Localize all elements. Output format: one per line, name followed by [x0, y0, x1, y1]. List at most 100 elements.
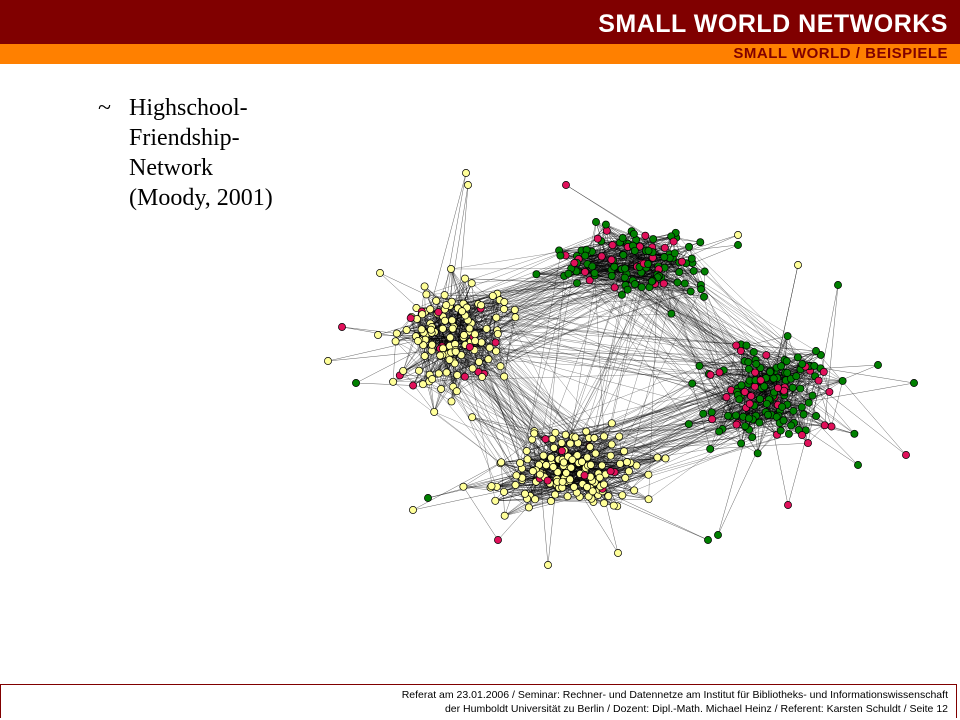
network-edge: [551, 383, 693, 464]
network-edge: [497, 268, 572, 331]
network-edge: [453, 386, 578, 456]
network-edge: [815, 350, 907, 456]
network-edge: [478, 289, 628, 373]
network-node-yellow: [549, 463, 558, 471]
network-node-pink: [465, 343, 474, 351]
network-edge: [403, 307, 468, 372]
network-node-yellow: [442, 368, 451, 377]
network-edge: [471, 323, 521, 463]
network-edge: [577, 270, 745, 362]
network-node-green: [660, 253, 669, 262]
network-node-green: [588, 262, 597, 271]
network-edge: [497, 330, 777, 368]
network-node-yellow: [413, 337, 422, 345]
network-node-yellow: [618, 491, 627, 500]
network-node-yellow: [453, 371, 462, 380]
network-edge: [593, 387, 762, 503]
network-node-yellow: [584, 492, 593, 501]
network-node-green: [776, 426, 785, 435]
network-edge: [440, 270, 578, 356]
network-edge: [577, 244, 739, 264]
network-edge: [444, 320, 727, 398]
network-edge: [464, 376, 569, 457]
network-node-yellow: [409, 506, 417, 514]
network-edge: [500, 273, 627, 367]
network-node-yellow: [563, 492, 572, 501]
network-node-yellow: [623, 458, 631, 467]
network-node-green: [735, 395, 744, 404]
network-edge: [800, 369, 855, 434]
network-node-pink: [732, 420, 741, 429]
network-edge: [600, 385, 742, 487]
network-node-green: [734, 241, 742, 249]
network-node-yellow: [523, 455, 532, 464]
network-edge: [597, 289, 702, 496]
network-node-green: [629, 229, 638, 238]
network-edge: [784, 380, 843, 396]
network-edge: [423, 332, 599, 474]
bullet-tilde-icon: ~: [98, 95, 111, 121]
network-node-green: [697, 285, 706, 294]
network-node-green: [706, 444, 715, 453]
network-node-yellow: [599, 480, 608, 489]
network-node-yellow: [418, 310, 427, 319]
network-edge: [622, 474, 649, 496]
network-edge: [657, 277, 787, 362]
network-edge: [824, 284, 839, 426]
network-node-yellow: [614, 549, 622, 557]
network-nodes: [324, 169, 918, 569]
network-edge: [611, 269, 720, 432]
network-node-green: [838, 376, 847, 385]
network-node-yellow: [417, 325, 426, 334]
network-node-yellow: [422, 290, 431, 299]
network-node-yellow: [512, 471, 521, 480]
network-node-yellow: [477, 338, 486, 347]
network-edge: [579, 430, 806, 498]
network-node-pink: [902, 451, 910, 459]
network-edge: [740, 414, 772, 444]
network-node-pink: [814, 376, 823, 385]
network-edge: [355, 322, 472, 384]
network-edge: [577, 422, 795, 456]
network-node-green: [564, 269, 573, 278]
network-edge: [561, 280, 653, 452]
network-edge: [543, 434, 778, 456]
network-edge: [431, 344, 563, 482]
bullet-line: Friendship-: [129, 125, 240, 151]
network-node-green: [619, 251, 628, 259]
network-node-green: [854, 461, 862, 469]
network-edge: [534, 350, 741, 432]
network-node-yellow: [376, 269, 384, 277]
network-node-yellow: [511, 313, 520, 322]
network-edge: [454, 363, 603, 492]
network-node-yellow: [464, 181, 472, 189]
network-edge: [611, 389, 732, 424]
network-edge: [688, 246, 746, 392]
network-edge: [463, 337, 496, 501]
network-edge: [454, 350, 497, 364]
network-edge: [746, 335, 788, 346]
network-node-yellow: [522, 447, 531, 455]
network-node-yellow: [566, 475, 574, 484]
network-node-yellow: [624, 467, 633, 476]
network-node-green: [783, 332, 792, 341]
network-edge: [624, 247, 665, 269]
network-node-yellow: [500, 298, 509, 306]
network-edge: [589, 280, 771, 401]
network-edge: [612, 260, 653, 282]
network-node-yellow: [583, 483, 592, 492]
network-edge: [465, 344, 709, 375]
network-edge: [594, 275, 605, 437]
network-edge: [699, 350, 741, 367]
network-edge: [481, 376, 658, 458]
network-edge: [472, 416, 666, 459]
network-edge: [500, 450, 562, 464]
network-node-green: [700, 292, 708, 301]
network-node-yellow: [446, 333, 455, 342]
network-node-green: [696, 238, 705, 247]
network-edge: [773, 264, 799, 379]
network-edge: [464, 278, 626, 286]
network-edge: [445, 305, 516, 486]
network-node-green: [737, 381, 746, 390]
network-edge: [631, 245, 832, 427]
